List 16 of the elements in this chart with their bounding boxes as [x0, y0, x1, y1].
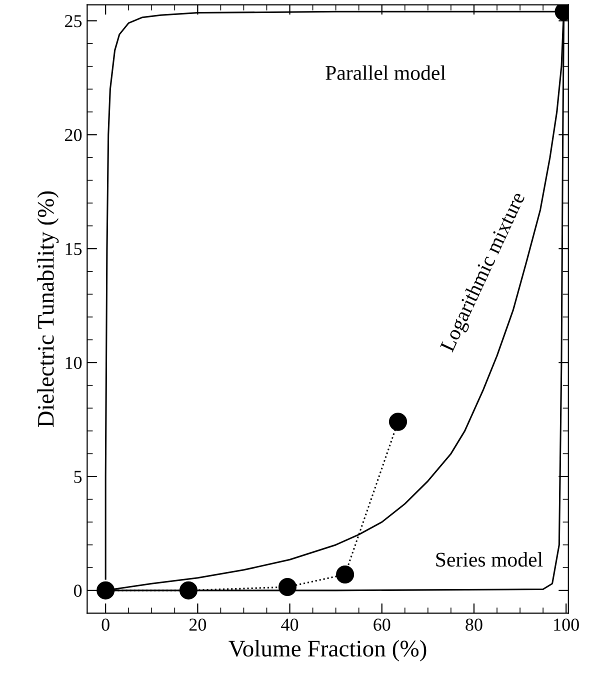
- annotation: Parallel model: [326, 65, 446, 80]
- y-tick-label: 15: [66, 242, 82, 256]
- annotation: Series model: [436, 552, 543, 567]
- y-tick-label: 5: [74, 470, 82, 483]
- y-tick-label: 0: [74, 584, 82, 597]
- x-axis-title: Volume Fraction (%): [228, 640, 426, 662]
- y-tick-label: 20: [65, 128, 82, 142]
- x-tick-label: 60: [374, 618, 390, 631]
- y-tick-label: 25: [65, 15, 82, 28]
- y-tick-label: 10: [66, 356, 82, 370]
- x-tick-label: 40: [281, 618, 298, 631]
- x-tick-label: 80: [466, 618, 482, 631]
- x-tick-label: 20: [189, 618, 206, 631]
- y-axis-title: Dielectric Tunability (%): [37, 191, 59, 428]
- x-tick-label: 100: [554, 618, 579, 631]
- x-tick-label: 0: [102, 618, 110, 631]
